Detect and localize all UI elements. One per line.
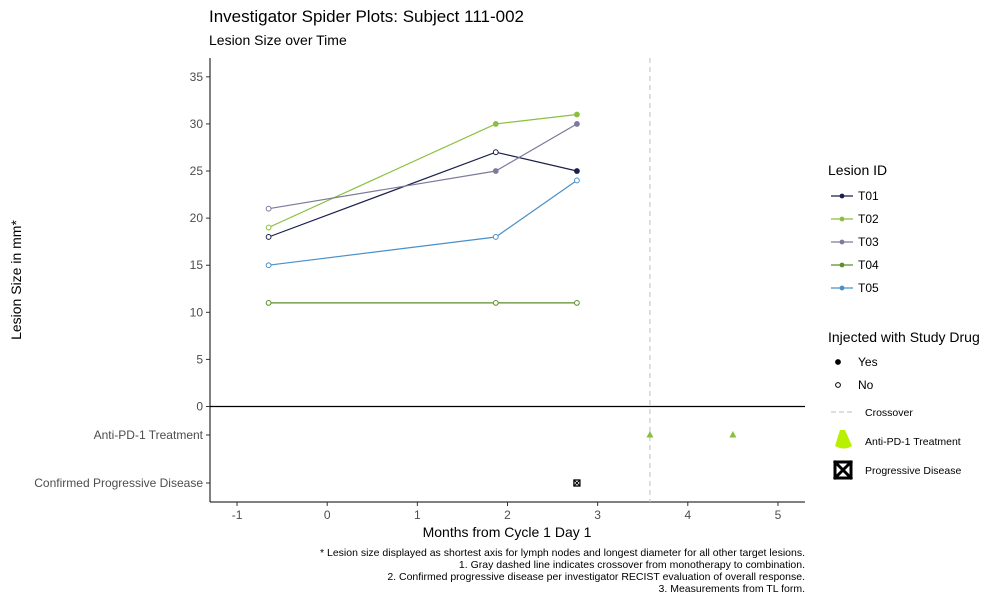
data-point-t02 (492, 121, 499, 127)
series-line-t01 (268, 151, 578, 238)
x-tick-label: 1 (414, 508, 421, 522)
x-tick-label: 0 (324, 508, 331, 522)
legend-progressive-symbol (832, 459, 854, 481)
footnote-4: 3. Measurements from TL form. (659, 583, 805, 595)
anti-pd1-marker (646, 431, 654, 438)
legend-label-t01: T01 (858, 189, 879, 203)
series-line-t03 (268, 123, 578, 210)
y-tick-label: 30 (190, 117, 204, 131)
legend-inject-symbol (835, 359, 841, 365)
legend-point-t03 (839, 239, 845, 245)
data-point-t05 (574, 177, 580, 184)
data-point-t03 (492, 168, 499, 174)
legend-label-t04: T04 (858, 258, 879, 272)
legend-lesion-title: Lesion ID (828, 162, 887, 178)
data-point-t05 (492, 234, 499, 240)
y-tick-label: 25 (190, 164, 204, 178)
data-point-t02 (265, 224, 272, 231)
legend-point-t05 (839, 285, 845, 291)
y-tick-label: 15 (190, 258, 204, 272)
legend: Lesion ID T01 T02 T03 T04 T05 Injected with St… (828, 162, 980, 481)
legend-point-t04 (839, 262, 845, 268)
legend-point-t01 (839, 193, 845, 199)
data-point-t01 (265, 234, 272, 240)
legend-inject-symbol (835, 382, 841, 388)
legend-inject-label: Yes (858, 355, 878, 369)
legend-label-t03: T03 (858, 235, 879, 249)
chart-subtitle: Lesion Size over Time (209, 32, 347, 48)
data-point-t04 (265, 299, 272, 306)
data-point-t03 (265, 205, 272, 212)
legend-other-label: Progressive Disease (865, 465, 961, 477)
y-tick-label: 10 (190, 305, 204, 319)
data-point-t01 (492, 149, 499, 156)
y-tick-label: 35 (190, 70, 204, 84)
footnote-1: * Lesion size displayed as shortest axis… (320, 547, 805, 559)
y-tick-label: 20 (190, 211, 204, 225)
y-tick-label: 5 (196, 352, 203, 366)
footnote-2: 1. Gray dashed line indicates crossover … (459, 559, 805, 571)
data-point-t04 (574, 299, 580, 306)
x-tick-label: 2 (504, 508, 511, 522)
data-point-t04 (492, 299, 499, 306)
data-point-t05 (265, 262, 272, 269)
series-line-t05 (268, 179, 578, 266)
x-tick-label: -1 (232, 508, 243, 522)
x-tick-label: 3 (594, 508, 601, 522)
chart-title: Investigator Spider Plots: Subject 111-0… (209, 7, 524, 26)
x-axis-label: Months from Cycle 1 Day 1 (423, 524, 592, 540)
footnotes: * Lesion size displayed as shortest axis… (320, 547, 805, 595)
x-tick-label: 5 (775, 508, 782, 522)
event-row-label: Anti-PD-1 Treatment (94, 428, 204, 442)
y-tick-label: 0 (196, 400, 203, 414)
legend-label-t02: T02 (858, 212, 879, 226)
data-point-t03 (574, 121, 580, 127)
legend-other-label: Anti-PD-1 Treatment (865, 436, 961, 448)
footnote-3: 2. Confirmed progressive disease per inv… (387, 571, 805, 583)
data-point-t01 (574, 168, 580, 174)
legend-anti-pd1-symbol (835, 430, 852, 449)
data-point-t02 (574, 111, 580, 118)
progressive-disease-marker-cross (573, 479, 581, 487)
legend-inject-title: Injected with Study Drug (828, 329, 980, 345)
event-row-label: Confirmed Progressive Disease (34, 476, 203, 490)
series-line-t02 (268, 113, 577, 229)
legend-label-t05: T05 (858, 281, 879, 295)
y-axis-label: Lesion Size in mm* (8, 220, 24, 340)
legend-other-label: Crossover (865, 407, 913, 419)
legend-point-t02 (839, 216, 845, 222)
legend-inject-label: No (858, 378, 874, 392)
x-tick-label: 4 (684, 508, 691, 522)
anti-pd1-marker (729, 431, 737, 438)
progressive-disease-marker (573, 479, 581, 487)
